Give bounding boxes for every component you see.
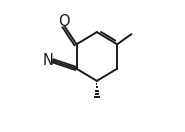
Text: O: O (58, 14, 70, 29)
Text: N: N (42, 53, 53, 68)
